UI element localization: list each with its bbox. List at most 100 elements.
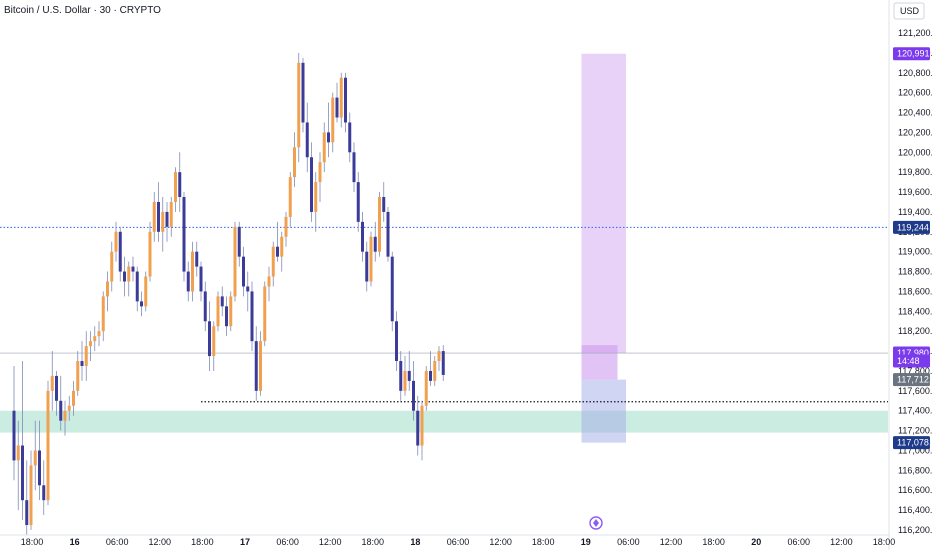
candle[interactable] bbox=[433, 356, 437, 386]
candle[interactable] bbox=[441, 345, 445, 381]
candle[interactable] bbox=[429, 351, 432, 386]
candle[interactable] bbox=[361, 211, 364, 262]
candle[interactable] bbox=[12, 365, 16, 481]
candle[interactable] bbox=[233, 221, 237, 302]
candle[interactable] bbox=[174, 167, 177, 212]
candle[interactable] bbox=[424, 365, 428, 411]
candle[interactable] bbox=[114, 221, 118, 262]
candle[interactable] bbox=[16, 420, 20, 511]
candle[interactable] bbox=[271, 241, 275, 287]
candle[interactable] bbox=[352, 142, 356, 193]
candle[interactable] bbox=[390, 251, 394, 332]
candle[interactable] bbox=[369, 231, 373, 287]
candle[interactable] bbox=[199, 261, 203, 302]
candle[interactable] bbox=[378, 192, 381, 257]
candle[interactable] bbox=[33, 420, 37, 491]
candle[interactable] bbox=[237, 221, 241, 267]
candle[interactable] bbox=[365, 241, 369, 292]
candle[interactable] bbox=[135, 266, 139, 312]
candle[interactable] bbox=[25, 460, 29, 535]
candle[interactable] bbox=[356, 172, 360, 232]
candle[interactable] bbox=[437, 346, 441, 371]
candle[interactable] bbox=[242, 246, 245, 297]
candle[interactable] bbox=[335, 82, 339, 123]
candle[interactable] bbox=[263, 281, 267, 347]
candle[interactable] bbox=[403, 356, 407, 396]
candle[interactable] bbox=[101, 291, 105, 342]
candle[interactable] bbox=[305, 102, 309, 173]
candle[interactable] bbox=[76, 351, 80, 396]
candle[interactable] bbox=[182, 192, 186, 282]
candle[interactable] bbox=[382, 182, 386, 222]
candle[interactable] bbox=[148, 221, 152, 282]
candle[interactable] bbox=[29, 450, 33, 530]
candle[interactable] bbox=[310, 142, 313, 222]
candle[interactable] bbox=[84, 331, 88, 381]
candle[interactable] bbox=[42, 460, 46, 516]
candle[interactable] bbox=[165, 201, 169, 242]
candle[interactable] bbox=[314, 172, 318, 232]
candle[interactable] bbox=[97, 321, 101, 347]
stop-zone[interactable] bbox=[581, 379, 627, 443]
candle[interactable] bbox=[284, 211, 288, 247]
candle[interactable] bbox=[250, 281, 254, 352]
candle[interactable] bbox=[220, 286, 224, 317]
candle[interactable] bbox=[80, 341, 84, 381]
candle[interactable] bbox=[259, 331, 262, 396]
currency-button[interactable]: USD bbox=[893, 2, 925, 20]
candle[interactable] bbox=[161, 197, 165, 252]
candle[interactable] bbox=[195, 241, 199, 277]
candle[interactable] bbox=[416, 395, 420, 456]
candle[interactable] bbox=[280, 231, 284, 272]
candle[interactable] bbox=[127, 261, 131, 297]
candle[interactable] bbox=[229, 291, 233, 332]
candle[interactable] bbox=[110, 241, 114, 292]
candle[interactable] bbox=[186, 261, 190, 302]
candle[interactable] bbox=[412, 361, 415, 421]
candle[interactable] bbox=[216, 291, 220, 332]
entry-box[interactable] bbox=[581, 345, 618, 380]
candle[interactable] bbox=[212, 321, 216, 371]
candle[interactable] bbox=[327, 102, 330, 158]
candle[interactable] bbox=[106, 271, 109, 312]
candle[interactable] bbox=[395, 311, 398, 371]
candle[interactable] bbox=[407, 351, 411, 391]
target-zone[interactable] bbox=[581, 53, 627, 354]
candle[interactable] bbox=[276, 221, 279, 262]
candle[interactable] bbox=[67, 395, 71, 421]
candle[interactable] bbox=[38, 420, 41, 501]
candle[interactable] bbox=[322, 122, 326, 173]
candle[interactable] bbox=[246, 271, 250, 312]
candle[interactable] bbox=[152, 192, 156, 242]
candle[interactable] bbox=[157, 182, 160, 242]
candle[interactable] bbox=[144, 271, 148, 312]
candle[interactable] bbox=[131, 256, 135, 282]
candle[interactable] bbox=[293, 132, 296, 188]
candle[interactable] bbox=[288, 172, 292, 227]
candle[interactable] bbox=[331, 92, 335, 153]
candle[interactable] bbox=[208, 301, 211, 371]
candle[interactable] bbox=[225, 296, 228, 337]
candle[interactable] bbox=[318, 152, 322, 202]
candle[interactable] bbox=[254, 326, 258, 401]
candle[interactable] bbox=[348, 112, 352, 163]
candle[interactable] bbox=[59, 375, 63, 431]
support-zone[interactable] bbox=[0, 410, 888, 433]
candle[interactable] bbox=[55, 370, 58, 416]
candle[interactable] bbox=[339, 72, 343, 128]
candle[interactable] bbox=[72, 380, 75, 416]
candle[interactable] bbox=[50, 351, 54, 411]
candle[interactable] bbox=[63, 400, 67, 436]
candle[interactable] bbox=[93, 326, 97, 352]
candle[interactable] bbox=[399, 351, 403, 401]
candle[interactable] bbox=[203, 281, 207, 332]
candle[interactable] bbox=[344, 72, 347, 133]
candle[interactable] bbox=[140, 291, 143, 317]
candle[interactable] bbox=[118, 226, 122, 282]
candle[interactable] bbox=[267, 266, 271, 302]
candle[interactable] bbox=[46, 380, 50, 506]
candle[interactable] bbox=[386, 206, 390, 262]
candle[interactable] bbox=[89, 331, 92, 362]
candle[interactable] bbox=[301, 57, 305, 133]
